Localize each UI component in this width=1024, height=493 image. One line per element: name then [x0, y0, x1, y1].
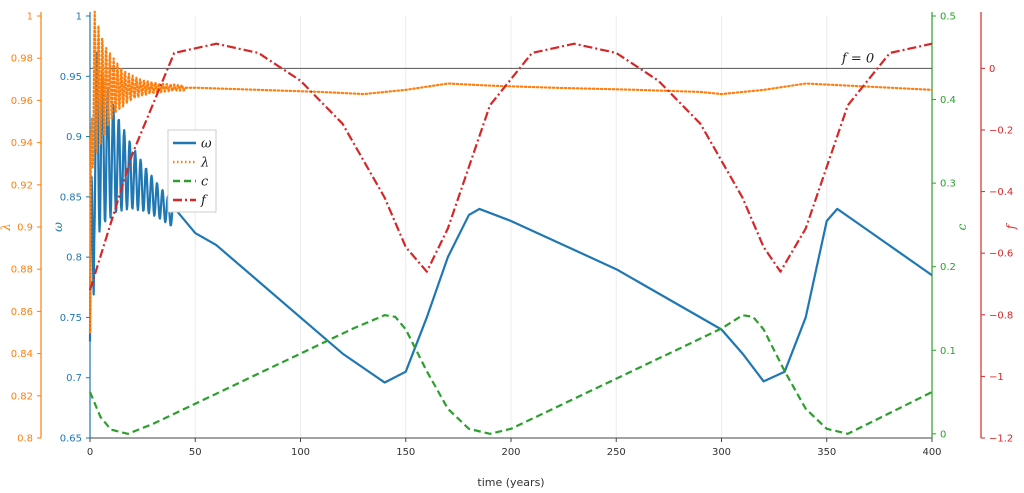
lambda-tick-label: 0.92	[11, 180, 33, 191]
c-axis-title: c	[955, 223, 969, 230]
f-tick-label: 0	[989, 64, 995, 75]
lambda-tick-label: 0.84	[11, 349, 33, 360]
x-tick-label: 100	[291, 447, 310, 458]
c-tick-label: 0.5	[940, 12, 956, 23]
x-tick-label: 300	[712, 447, 731, 458]
lambda-tick-label: 0.94	[11, 138, 33, 149]
axes: 0 50 100 150 200 250 300 350 4000.650.70.750.80.…	[0, 12, 1018, 459]
omega-tick-label: 1	[76, 12, 82, 23]
series-line-f	[88, 42, 933, 291]
c-tick-label: 0.1	[940, 346, 956, 357]
reference-line-layer: f = 0	[90, 51, 932, 69]
lambda-tick-label: 0.98	[11, 54, 33, 65]
x-axis-title: time (years)	[477, 476, 544, 489]
series-line-lambda	[88, 10, 934, 334]
lambda-tick-label: 0.86	[11, 307, 33, 318]
x-tick-label: 200	[501, 447, 520, 458]
f-tick-label: −1.2	[989, 434, 1013, 445]
x-tick-label: 50	[189, 447, 202, 458]
f-axis-title: f	[1004, 222, 1018, 230]
vertical-grid	[194, 16, 933, 438]
reference-line-label: f = 0	[841, 51, 874, 66]
omega-tick-label: 0.65	[60, 434, 82, 445]
legend-label-f: f	[200, 194, 208, 209]
c-tick-label: 0.2	[940, 262, 956, 273]
omega-tick-label: 0.75	[60, 313, 82, 324]
omega-tick-label: 0.9	[66, 132, 82, 143]
f-tick-label: −1	[989, 372, 1004, 383]
lambda-tick-label: 1	[27, 12, 33, 23]
lambda-tick-label: 0.88	[11, 265, 33, 276]
lambda-tick-label: 0.8	[17, 434, 33, 445]
x-tick-label: 250	[607, 447, 626, 458]
lambda-axis-title: λ	[0, 223, 13, 232]
x-tick-label: 150	[396, 447, 415, 458]
omega-axis-title: ω	[51, 222, 65, 232]
lambda-tick-label: 0.9	[17, 223, 33, 234]
c-tick-label: 0.3	[940, 179, 956, 190]
c-tick-label: 0.4	[940, 95, 956, 106]
omega-tick-label: 0.8	[66, 253, 82, 264]
omega-tick-label: 0.7	[66, 373, 82, 384]
legend-label-omega: ω	[201, 137, 212, 152]
x-tick-label: 400	[922, 447, 941, 458]
legend-label-c: c	[201, 175, 209, 190]
series-line-c	[88, 314, 933, 435]
x-tick-label: 350	[817, 447, 836, 458]
f-tick-label: −0.4	[989, 187, 1013, 198]
c-tick-label: 0	[940, 429, 946, 440]
f-tick-label: −0.6	[989, 249, 1013, 260]
omega-tick-label: 0.85	[60, 192, 82, 203]
f-tick-label: −0.8	[989, 310, 1013, 321]
lambda-tick-label: 0.82	[11, 391, 33, 402]
omega-tick-label: 0.95	[60, 72, 82, 83]
x-tick-label: 0	[87, 447, 93, 458]
legend-label-lambda: λ	[200, 156, 209, 171]
lambda-tick-label: 0.96	[11, 96, 33, 107]
f-tick-label: −0.2	[989, 125, 1013, 136]
